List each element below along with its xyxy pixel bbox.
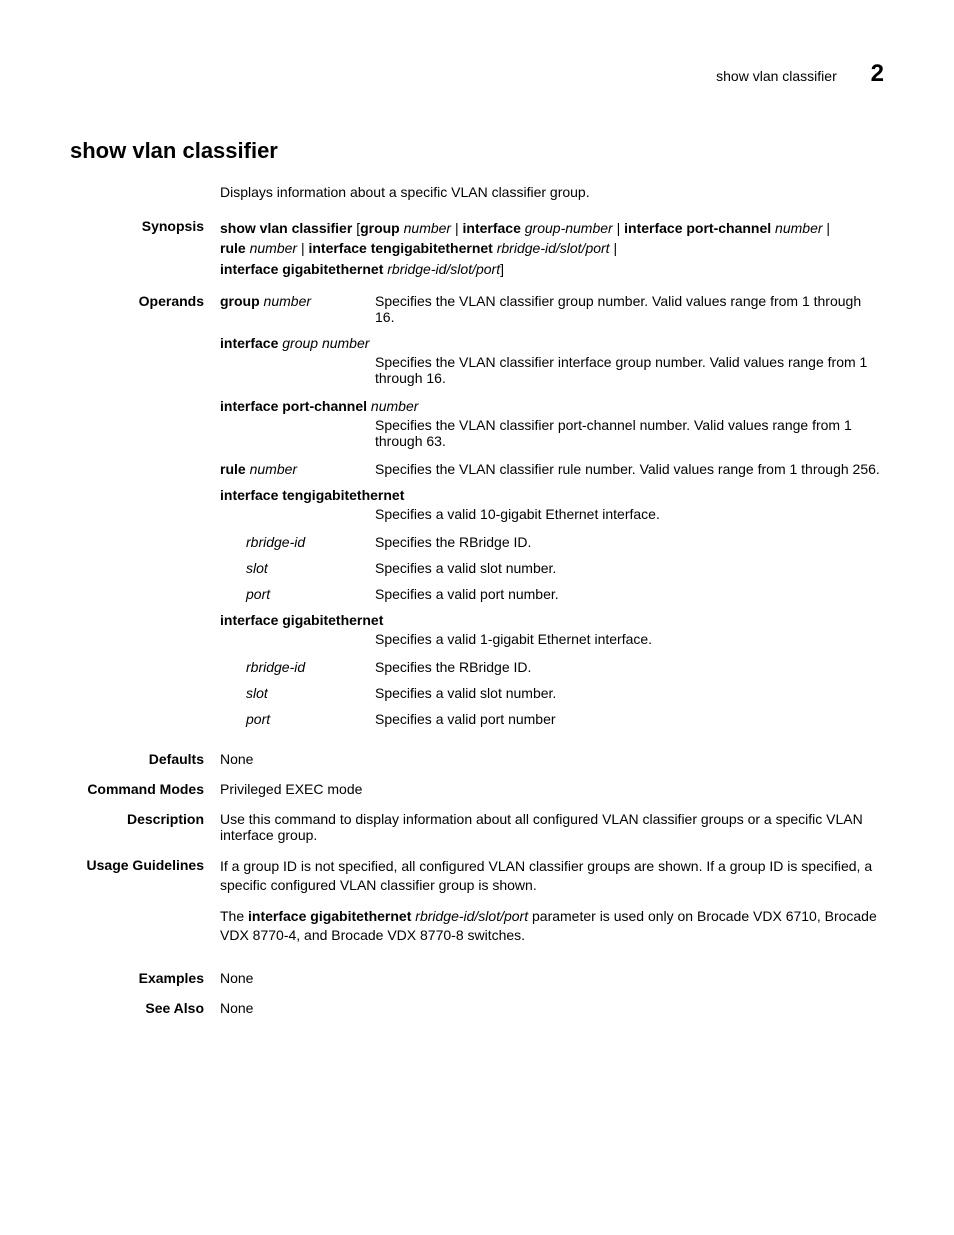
modes-label: Command Modes bbox=[70, 781, 220, 797]
page-title: show vlan classifier bbox=[70, 138, 884, 164]
synopsis-content: show vlan classifier [group number | int… bbox=[220, 218, 884, 279]
page-header: show vlan classifier 2 bbox=[70, 60, 884, 88]
operand-tengig-slot: slot Specifies a valid slot number. bbox=[220, 560, 884, 576]
operands-content: group number Specifies the VLAN classifi… bbox=[220, 293, 884, 737]
usage-content: If a group ID is not specified, all conf… bbox=[220, 857, 884, 957]
examples-value: None bbox=[220, 970, 884, 986]
examples-section: Examples None bbox=[70, 970, 884, 986]
operands-section: Operands group number Specifies the VLAN… bbox=[70, 293, 884, 737]
modes-value: Privileged EXEC mode bbox=[220, 781, 884, 797]
operand-gig-port: port Specifies a valid port number bbox=[220, 711, 884, 727]
synopsis-section: Synopsis show vlan classifier [group num… bbox=[70, 218, 884, 279]
examples-label: Examples bbox=[70, 970, 220, 986]
defaults-value: None bbox=[220, 751, 884, 767]
operand-tengig: interface tengigabitethernet Specifies a… bbox=[220, 487, 884, 522]
usage-section: Usage Guidelines If a group ID is not sp… bbox=[70, 857, 884, 957]
operands-label: Operands bbox=[70, 293, 220, 737]
synopsis-label: Synopsis bbox=[70, 218, 220, 279]
seealso-label: See Also bbox=[70, 1000, 220, 1016]
chapter-number: 2 bbox=[871, 60, 884, 87]
operand-gig-slot: slot Specifies a valid slot number. bbox=[220, 685, 884, 701]
description-section: Description Use this command to display … bbox=[70, 811, 884, 843]
operand-gig-rbridge: rbridge-id Specifies the RBridge ID. bbox=[220, 659, 884, 675]
operand-tengig-port: port Specifies a valid port number. bbox=[220, 586, 884, 602]
defaults-section: Defaults None bbox=[70, 751, 884, 767]
operand-rule: rule number Specifies the VLAN classifie… bbox=[220, 461, 884, 477]
description-label: Description bbox=[70, 811, 220, 843]
operand-group: group number Specifies the VLAN classifi… bbox=[220, 293, 884, 325]
seealso-section: See Also None bbox=[70, 1000, 884, 1016]
operand-port-channel: interface port-channel number Specifies … bbox=[220, 398, 884, 449]
defaults-label: Defaults bbox=[70, 751, 220, 767]
usage-label: Usage Guidelines bbox=[70, 857, 220, 957]
seealso-value: None bbox=[220, 1000, 884, 1016]
operand-gig: interface gigabitethernet Specifies a va… bbox=[220, 612, 884, 647]
header-breadcrumb: show vlan classifier bbox=[716, 68, 837, 84]
description-value: Use this command to display information … bbox=[220, 811, 884, 843]
operand-interface-group: interface group number Specifies the VLA… bbox=[220, 335, 884, 386]
operand-tengig-rbridge: rbridge-id Specifies the RBridge ID. bbox=[220, 534, 884, 550]
modes-section: Command Modes Privileged EXEC mode bbox=[70, 781, 884, 797]
intro-text: Displays information about a specific VL… bbox=[220, 184, 884, 200]
